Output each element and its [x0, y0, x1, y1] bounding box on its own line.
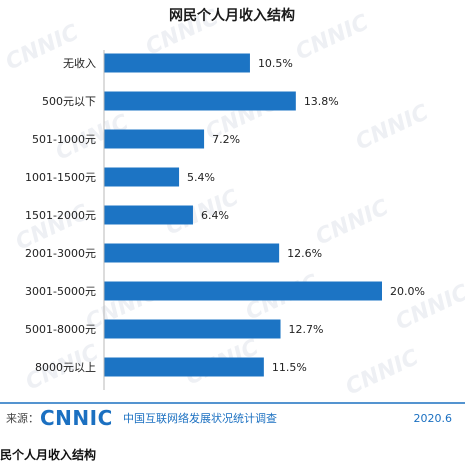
category-label: 3001-5000元 [25, 285, 96, 298]
category-label: 501-1000元 [32, 133, 96, 146]
watermark-logo: CNNIC [342, 345, 423, 400]
bar [104, 319, 281, 339]
bar [104, 281, 382, 301]
value-label: 10.5% [258, 57, 293, 70]
bar-group: 无收入 10.5% 500元以下 13.8% 501-1000元 7.2% 1001-150… [25, 53, 425, 377]
category-label: 8000元以上 [35, 361, 96, 374]
source-organization: 中国互联网络发展状况统计调查 [123, 411, 277, 425]
bar [104, 129, 205, 149]
bar [104, 243, 280, 263]
bar [104, 357, 264, 377]
value-label: 6.4% [201, 209, 229, 222]
figure-caption: 民个人月收入结构 [0, 447, 96, 462]
value-label: 11.5% [272, 361, 307, 374]
bar [104, 91, 296, 111]
value-label: 5.4% [187, 171, 215, 184]
watermark-logo: CNNIC [312, 195, 393, 250]
value-label: 12.7% [289, 323, 324, 336]
watermark-logo: CNNIC [352, 100, 433, 155]
value-label: 7.2% [212, 133, 240, 146]
chart-title: 网民个人月收入结构 [169, 7, 295, 24]
watermark-logo: CNNIC [292, 10, 373, 65]
value-label: 13.8% [304, 95, 339, 108]
bar [104, 205, 193, 225]
source-date: 2020.6 [414, 412, 453, 425]
category-label: 500元以下 [42, 95, 96, 108]
value-label: 20.0% [390, 285, 425, 298]
bar [104, 53, 250, 73]
category-label: 无收入 [63, 56, 96, 70]
value-label: 12.6% [287, 247, 322, 260]
cnnic-logo: CNNIC [40, 406, 113, 430]
category-label: 1501-2000元 [25, 209, 96, 222]
bar [104, 167, 180, 187]
category-label: 1001-1500元 [25, 171, 96, 184]
source-label: 来源： [6, 411, 39, 425]
category-label: 2001-3000元 [25, 247, 96, 260]
category-label: 5001-8000元 [25, 323, 96, 336]
